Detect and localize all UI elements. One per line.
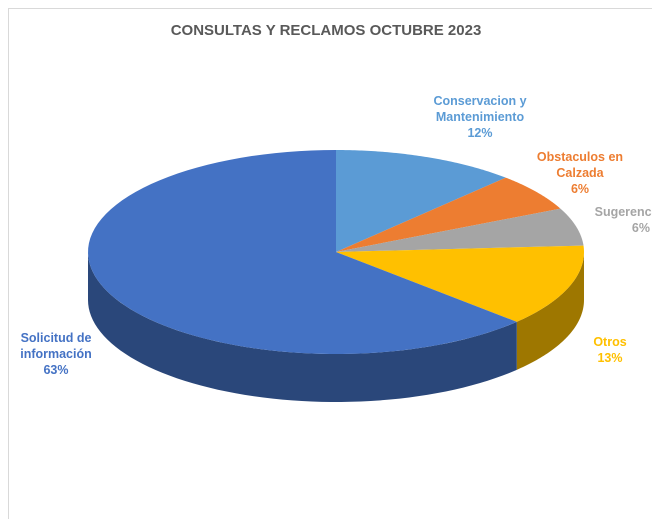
slice-label: Conservacion y Mantenimiento 12% — [420, 93, 540, 141]
slice-label: Otros 13% — [575, 334, 645, 366]
slice-label: Solicitud de información 63% — [10, 330, 102, 378]
pie-slice — [336, 150, 506, 252]
pie-slice — [336, 208, 584, 252]
category-label: Otros — [593, 335, 627, 349]
category-label: Obstaculos en Calzada — [536, 150, 624, 180]
category-label: Sugerencia — [594, 205, 652, 219]
value-label: 6% — [631, 221, 650, 235]
pie-tops — [88, 150, 584, 354]
chart-title: CONSULTAS Y RECLAMOS OCTUBRE 2023 — [170, 22, 482, 39]
category-label: Conservacion y Mantenimiento — [433, 94, 527, 124]
slice-label: Sugerencia 6% — [572, 204, 652, 236]
pie-slice — [336, 245, 584, 322]
value-label: 6% — [570, 182, 590, 196]
value-label: 63% — [43, 363, 69, 377]
value-label: 12% — [467, 126, 493, 140]
slice-side — [88, 252, 517, 402]
category-label: Solicitud de información — [20, 331, 92, 361]
slice-label: Obstaculos en Calzada 6% — [530, 149, 630, 197]
pie-slice — [336, 177, 561, 252]
pie-sides — [88, 252, 584, 402]
slice-side — [516, 252, 584, 370]
pie-slice — [88, 150, 517, 354]
value-label: 13% — [597, 351, 623, 365]
